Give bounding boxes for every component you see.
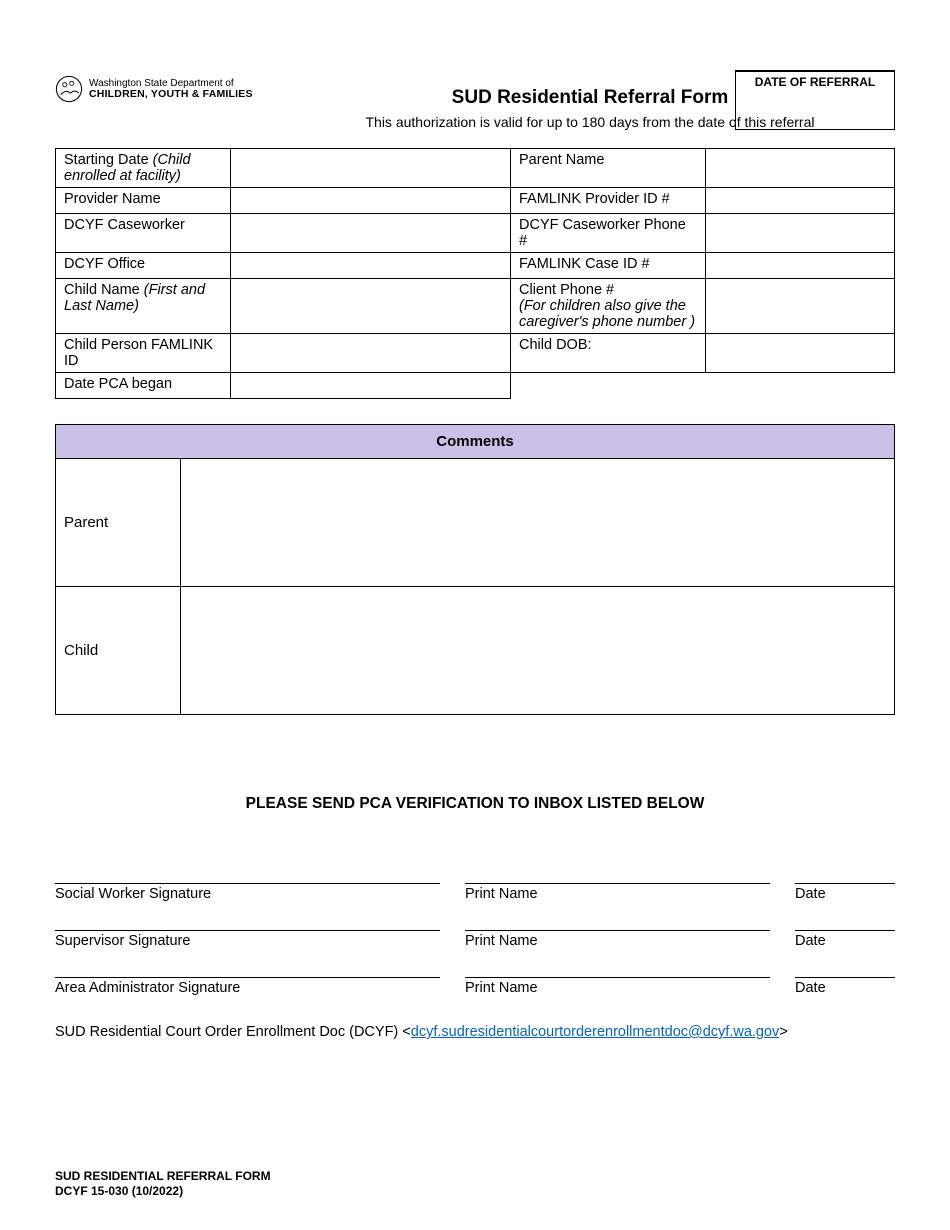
child-famlink-label: Child Person FAMLINK ID xyxy=(56,334,231,373)
child-name-field[interactable] xyxy=(231,279,511,334)
form-footer: SUD RESIDENTIAL REFERRAL FORM DCYF 15-03… xyxy=(55,1169,271,1200)
print-name-label-3: Print Name xyxy=(465,977,770,996)
date-label-1: Date xyxy=(795,883,895,902)
comments-child-label: Child xyxy=(56,587,181,715)
date-label-3: Date xyxy=(795,977,895,996)
comments-parent-field[interactable] xyxy=(181,459,895,587)
caseworker-phone-field[interactable] xyxy=(706,214,895,253)
dcyf-office-field[interactable] xyxy=(231,253,511,279)
verification-instruction: PLEASE SEND PCA VERIFICATION TO INBOX LI… xyxy=(55,795,895,813)
child-dob-label: Child DOB: xyxy=(511,334,706,373)
child-famlink-field[interactable] xyxy=(231,334,511,373)
child-dob-field[interactable] xyxy=(706,334,895,373)
caseworker-label: DCYF Caseworker xyxy=(56,214,231,253)
date-of-referral-label: DATE OF REFERRAL xyxy=(742,75,888,89)
supervisor-sig-label: Supervisor Signature xyxy=(55,930,440,949)
date-of-referral-box[interactable]: DATE OF REFERRAL xyxy=(735,70,895,130)
client-phone-label: Client Phone #(For children also give th… xyxy=(511,279,706,334)
print-name-label-1: Print Name xyxy=(465,883,770,902)
provider-name-field[interactable] xyxy=(231,188,511,214)
provider-name-label: Provider Name xyxy=(56,188,231,214)
starting-date-label: Starting Date (Child enrolled at facilit… xyxy=(56,149,231,188)
dept-logo-block: Washington State Department of CHILDREN,… xyxy=(55,75,285,103)
form-header: Washington State Department of CHILDREN,… xyxy=(55,75,895,130)
parent-name-label: Parent Name xyxy=(511,149,706,188)
client-phone-field[interactable] xyxy=(706,279,895,334)
pca-date-label: Date PCA began xyxy=(56,373,231,399)
dcyf-office-label: DCYF Office xyxy=(56,253,231,279)
comments-header: Comments xyxy=(56,425,895,459)
email-link[interactable]: dcyf.sudresidentialcourtorderenrollmentd… xyxy=(411,1024,780,1040)
famlink-case-label: FAMLINK Case ID # xyxy=(511,253,706,279)
comments-parent-label: Parent xyxy=(56,459,181,587)
caseworker-phone-label: DCYF Caseworker Phone # xyxy=(511,214,706,253)
parent-name-field[interactable] xyxy=(706,149,895,188)
child-name-label: Child Name (First and Last Name) xyxy=(56,279,231,334)
area-admin-sig-label: Area Administrator Signature xyxy=(55,977,440,996)
dept-seal-icon xyxy=(55,75,83,103)
email-line: SUD Residential Court Order Enrollment D… xyxy=(55,1024,895,1040)
comments-child-field[interactable] xyxy=(181,587,895,715)
famlink-case-field[interactable] xyxy=(706,253,895,279)
pca-date-field[interactable] xyxy=(231,373,511,399)
famlink-provider-field[interactable] xyxy=(706,188,895,214)
footer-formid: DCYF 15-030 (10/2022) xyxy=(55,1184,271,1200)
print-name-label-2: Print Name xyxy=(465,930,770,949)
date-label-2: Date xyxy=(795,930,895,949)
social-worker-sig-label: Social Worker Signature xyxy=(55,883,440,902)
dept-name: Washington State Department of CHILDREN,… xyxy=(89,78,253,101)
comments-table: Comments Parent Child xyxy=(55,424,895,715)
footer-title: SUD RESIDENTIAL REFERRAL FORM xyxy=(55,1169,271,1185)
signature-block: Social Worker Signature Print Name Date … xyxy=(55,883,895,996)
info-table: Starting Date (Child enrolled at facilit… xyxy=(55,148,895,399)
starting-date-field[interactable] xyxy=(231,149,511,188)
famlink-provider-label: FAMLINK Provider ID # xyxy=(511,188,706,214)
caseworker-field[interactable] xyxy=(231,214,511,253)
dept-line2: CHILDREN, YOUTH & FAMILIES xyxy=(89,89,253,101)
